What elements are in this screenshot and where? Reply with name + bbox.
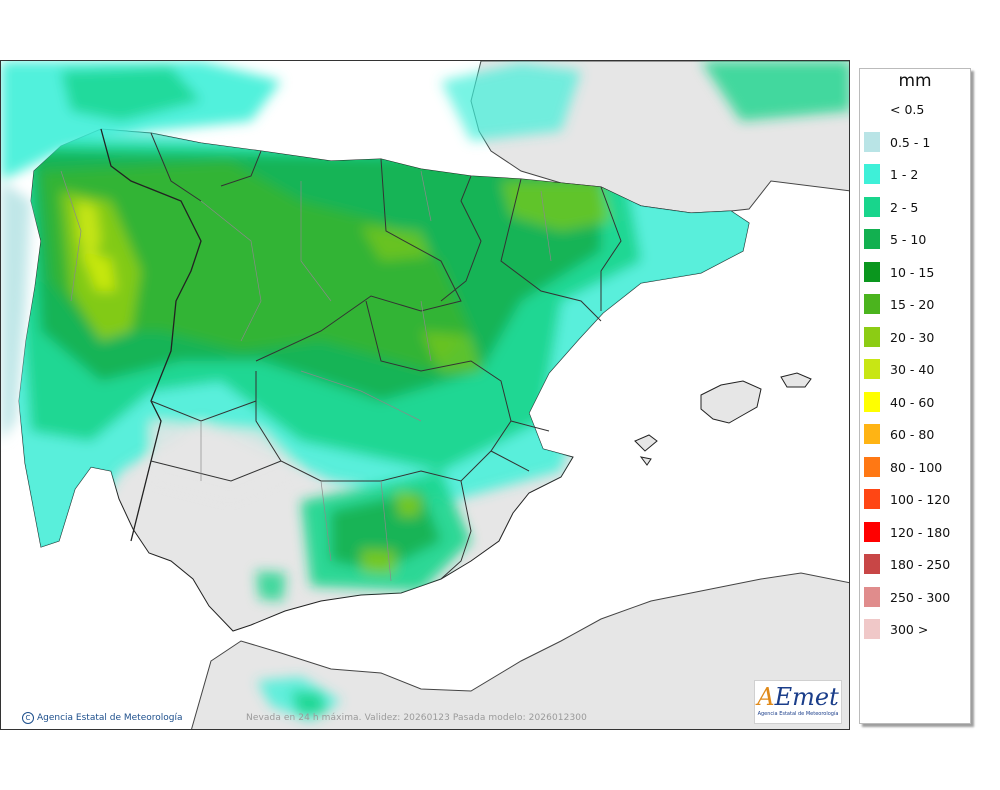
legend-label: 5 - 10 bbox=[890, 232, 927, 247]
legend-item: 250 - 300 bbox=[864, 586, 968, 607]
legend-label: 180 - 250 bbox=[890, 557, 951, 572]
legend-swatch bbox=[864, 391, 880, 412]
legend-item: 5 - 10 bbox=[864, 229, 968, 249]
legend-item: 30 - 40 bbox=[864, 359, 968, 379]
copyright-icon: C bbox=[22, 712, 34, 724]
legend-swatch bbox=[864, 424, 880, 444]
legend-swatch bbox=[864, 131, 880, 152]
copyright-text: Agencia Estatal de Meteorología bbox=[37, 713, 183, 723]
legend-item: 60 - 80 bbox=[864, 424, 968, 444]
aemet-logo-subtitle: Agencia Estatal de Meteorología bbox=[757, 711, 839, 717]
map-caption: Nevada en 24 h máxima. Validez: 20260123… bbox=[246, 713, 587, 723]
legend-swatch bbox=[864, 489, 880, 509]
legend-label: < 0.5 bbox=[890, 102, 925, 117]
legend-item: < 0.5 bbox=[864, 99, 968, 119]
mallorca bbox=[700, 380, 762, 424]
legend-swatch bbox=[864, 99, 880, 119]
legend-label: 0.5 - 1 bbox=[890, 134, 931, 150]
province-borders bbox=[60, 170, 552, 582]
legend-label: 120 - 180 bbox=[890, 524, 951, 540]
map-canvas bbox=[1, 61, 849, 729]
menorca bbox=[780, 372, 812, 388]
land-precipitation bbox=[19, 131, 749, 601]
formentera bbox=[639, 456, 652, 466]
legend-item: 120 - 180 bbox=[864, 521, 968, 542]
legend-item: 180 - 250 bbox=[864, 554, 968, 574]
legend-label: 20 - 30 bbox=[890, 329, 935, 345]
legend-swatch bbox=[864, 326, 880, 347]
legend-item: 2 - 5 bbox=[864, 196, 968, 217]
legend-swatch bbox=[864, 586, 880, 607]
legend-item: 10 - 15 bbox=[864, 261, 968, 282]
legend-label: 1 - 2 bbox=[890, 167, 919, 182]
copyright-notice: C Agencia Estatal de Meteorología bbox=[22, 712, 183, 724]
legend-label: 40 - 60 bbox=[890, 394, 935, 410]
legend-item: 40 - 60 bbox=[864, 391, 968, 412]
legend-swatch bbox=[864, 164, 880, 184]
legend-swatch bbox=[864, 196, 880, 217]
legend-item: 20 - 30 bbox=[864, 326, 968, 347]
regional-borders bbox=[150, 132, 622, 580]
legend-label: 60 - 80 bbox=[890, 427, 935, 442]
legend-swatch bbox=[864, 261, 880, 282]
aemet-logo-mark: AEmet bbox=[757, 683, 839, 711]
precipitation-map[interactable] bbox=[0, 60, 850, 730]
legend-swatch bbox=[864, 294, 880, 314]
aemet-logo: AEmet Agencia Estatal de Meteorología bbox=[754, 680, 842, 724]
legend-label: 80 - 100 bbox=[890, 459, 943, 475]
legend-unit: mm bbox=[898, 71, 932, 91]
ibiza bbox=[634, 434, 658, 452]
legend-swatch bbox=[864, 456, 880, 477]
legend-label: 10 - 15 bbox=[890, 264, 935, 280]
legend-item: 300 > bbox=[864, 619, 968, 639]
legend-label: 2 - 5 bbox=[890, 199, 919, 215]
legend-swatch bbox=[864, 229, 880, 249]
legend-label: 15 - 20 bbox=[890, 297, 935, 312]
legend-swatch bbox=[864, 521, 880, 542]
legend-swatch bbox=[864, 619, 880, 639]
legend-swatch bbox=[864, 554, 880, 574]
legend-label: 250 - 300 bbox=[890, 589, 951, 605]
legend-label: 300 > bbox=[890, 622, 929, 637]
legend: mm < 0.5 0.5 - 1 1 - 2 2 - 5 5 - 10 10 - 15 15… bbox=[859, 68, 971, 724]
legend-label: 30 - 40 bbox=[890, 362, 935, 377]
legend-label: 100 - 120 bbox=[890, 492, 951, 507]
sea-precipitation bbox=[1, 61, 849, 721]
legend-item: 15 - 20 bbox=[864, 294, 968, 314]
legend-item: 0.5 - 1 bbox=[864, 131, 968, 152]
legend-item: 100 - 120 bbox=[864, 489, 968, 509]
legend-item: 1 - 2 bbox=[864, 164, 968, 184]
legend-swatch bbox=[864, 359, 880, 379]
legend-item: 80 - 100 bbox=[864, 456, 968, 477]
north-africa-land bbox=[191, 572, 849, 729]
